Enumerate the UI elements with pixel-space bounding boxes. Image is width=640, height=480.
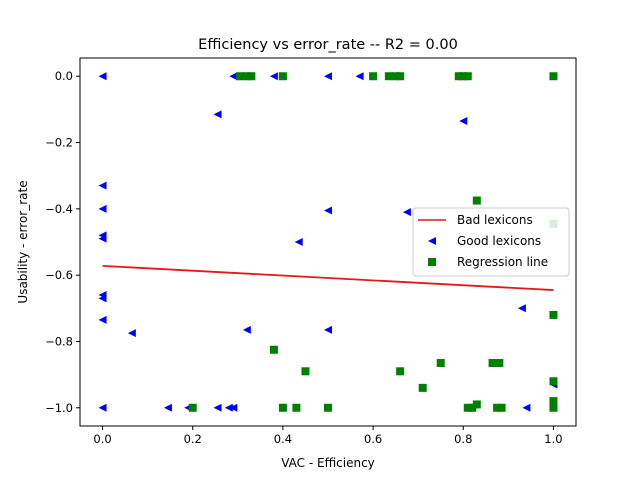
x-tick-label: 0.6: [364, 432, 382, 446]
bad-lexicon-point: [292, 403, 301, 412]
good-lexicon-point: [324, 325, 332, 334]
good-lexicon-point: [269, 72, 278, 81]
bad-lexicon-point: [493, 403, 502, 412]
bad-lexicon-point: [495, 359, 504, 368]
bad-lexicon-point: [549, 403, 558, 412]
bad-lexicon-point: [472, 400, 481, 409]
good-lexicon-point: [98, 204, 107, 213]
good-lexicon-point: [98, 403, 107, 412]
good-lexicon-point: [294, 238, 303, 246]
bad-lexicon-point: [497, 403, 506, 412]
good-lexicon-point: [213, 110, 222, 119]
good-lexicon-point: [213, 403, 222, 412]
bad-lexicon-point: [278, 403, 287, 412]
legend-label-good-lexicons: Good lexicons: [457, 234, 541, 248]
x-axis-label: VAC - Efficiency: [281, 456, 375, 470]
bad-lexicon-point: [454, 72, 463, 81]
chart-title: Efficiency vs error_rate -- R2 = 0.00: [198, 37, 458, 53]
good-lexicon-point: [324, 206, 332, 215]
good-lexicon-point: [242, 325, 251, 334]
y-tick-label: −1.0: [45, 401, 73, 415]
bad-lexicon-point: [324, 403, 332, 412]
y-tick-label: −0.8: [45, 334, 73, 348]
bad-lexicon-point: [269, 345, 278, 354]
y-axis-label: Usability - error_rate: [16, 180, 30, 303]
legend: Bad lexicons Good lexicons Regression li…: [412, 207, 570, 277]
x-tick-label: 0.2: [184, 432, 202, 446]
good-lexicon-point: [98, 181, 107, 190]
good-lexicon-point: [163, 403, 172, 412]
bad-lexicon-point: [391, 72, 400, 81]
x-tick-label: 0.0: [93, 432, 111, 446]
bad-lexicon-point: [549, 377, 558, 386]
good-lexicon-point: [127, 329, 136, 338]
bad-lexicon-point: [463, 72, 472, 81]
y-tick-label: 0.0: [55, 69, 73, 83]
bad-lexicon-point: [459, 72, 468, 81]
good-lexicon-point: [402, 208, 411, 217]
regression-line: [102, 264, 554, 291]
good-lexicon-point: [98, 234, 107, 243]
good-lexicon-point: [229, 403, 238, 412]
bad-lexicon-point: [549, 310, 558, 319]
bad-lexicon-point: [549, 397, 558, 406]
good-lexicon-point: [324, 72, 332, 81]
bad-lexicon-point: [436, 359, 445, 368]
bad-lexicon-point: [236, 72, 245, 81]
x-tick-label: 1.0: [544, 432, 562, 446]
bad-lexicon-point: [384, 72, 393, 81]
bad-lexicon-point: [463, 403, 472, 412]
plot-frame: [79, 57, 577, 427]
legend-square-swatch: [428, 258, 436, 266]
bad-lexicon-point: [242, 72, 251, 81]
y-tick-label: −0.6: [45, 268, 73, 282]
good-lexicon-point: [98, 315, 107, 324]
legend-triangle-swatch: [428, 237, 436, 245]
good-lexicon-point: [517, 304, 526, 313]
x-tick-label: 0.4: [274, 432, 292, 446]
good-lexicon-point: [229, 72, 238, 81]
bad-lexicon-point: [549, 72, 558, 81]
good-lexicon-point: [355, 72, 364, 81]
bad-lexicon-point: [188, 403, 197, 412]
bad-lexicon-point: [278, 72, 287, 81]
bad-lexicon-point: [301, 367, 310, 376]
y-tick-label: −0.4: [45, 202, 73, 216]
bad-lexicon-point: [247, 72, 256, 81]
good-lexicon-point: [522, 403, 531, 412]
bad-lexicon-point: [369, 72, 378, 81]
regression-line-group: [102, 264, 554, 291]
good-lexicon-point: [224, 403, 233, 412]
bad-lexicon-point: [396, 72, 405, 81]
bad-lexicon-point: [468, 403, 477, 412]
good-lexicon-point: [459, 116, 468, 125]
bad-lexicon-point: [396, 367, 405, 376]
x-tick-label: 0.8: [454, 432, 472, 446]
legend-label-regression-line: Regression line: [457, 255, 548, 269]
good-lexicon-point: [98, 294, 107, 303]
legend-label-bad-lexicons: Bad lexicons: [457, 213, 533, 227]
axis-ticks: 0.0 0.2 0.4 0.6 0.8 1.0 0.0 −0.2 −0.4 −0.6 −0.8 −1.…: [45, 69, 563, 446]
y-tick-label: −0.2: [45, 136, 73, 150]
bad-lexicon-point: [472, 196, 481, 205]
good-lexicon-point: [98, 72, 107, 81]
data-points: [98, 72, 558, 412]
bad-lexicon-point: [418, 383, 427, 392]
bad-lexicon-point: [488, 359, 497, 368]
legend-box: [412, 207, 570, 277]
